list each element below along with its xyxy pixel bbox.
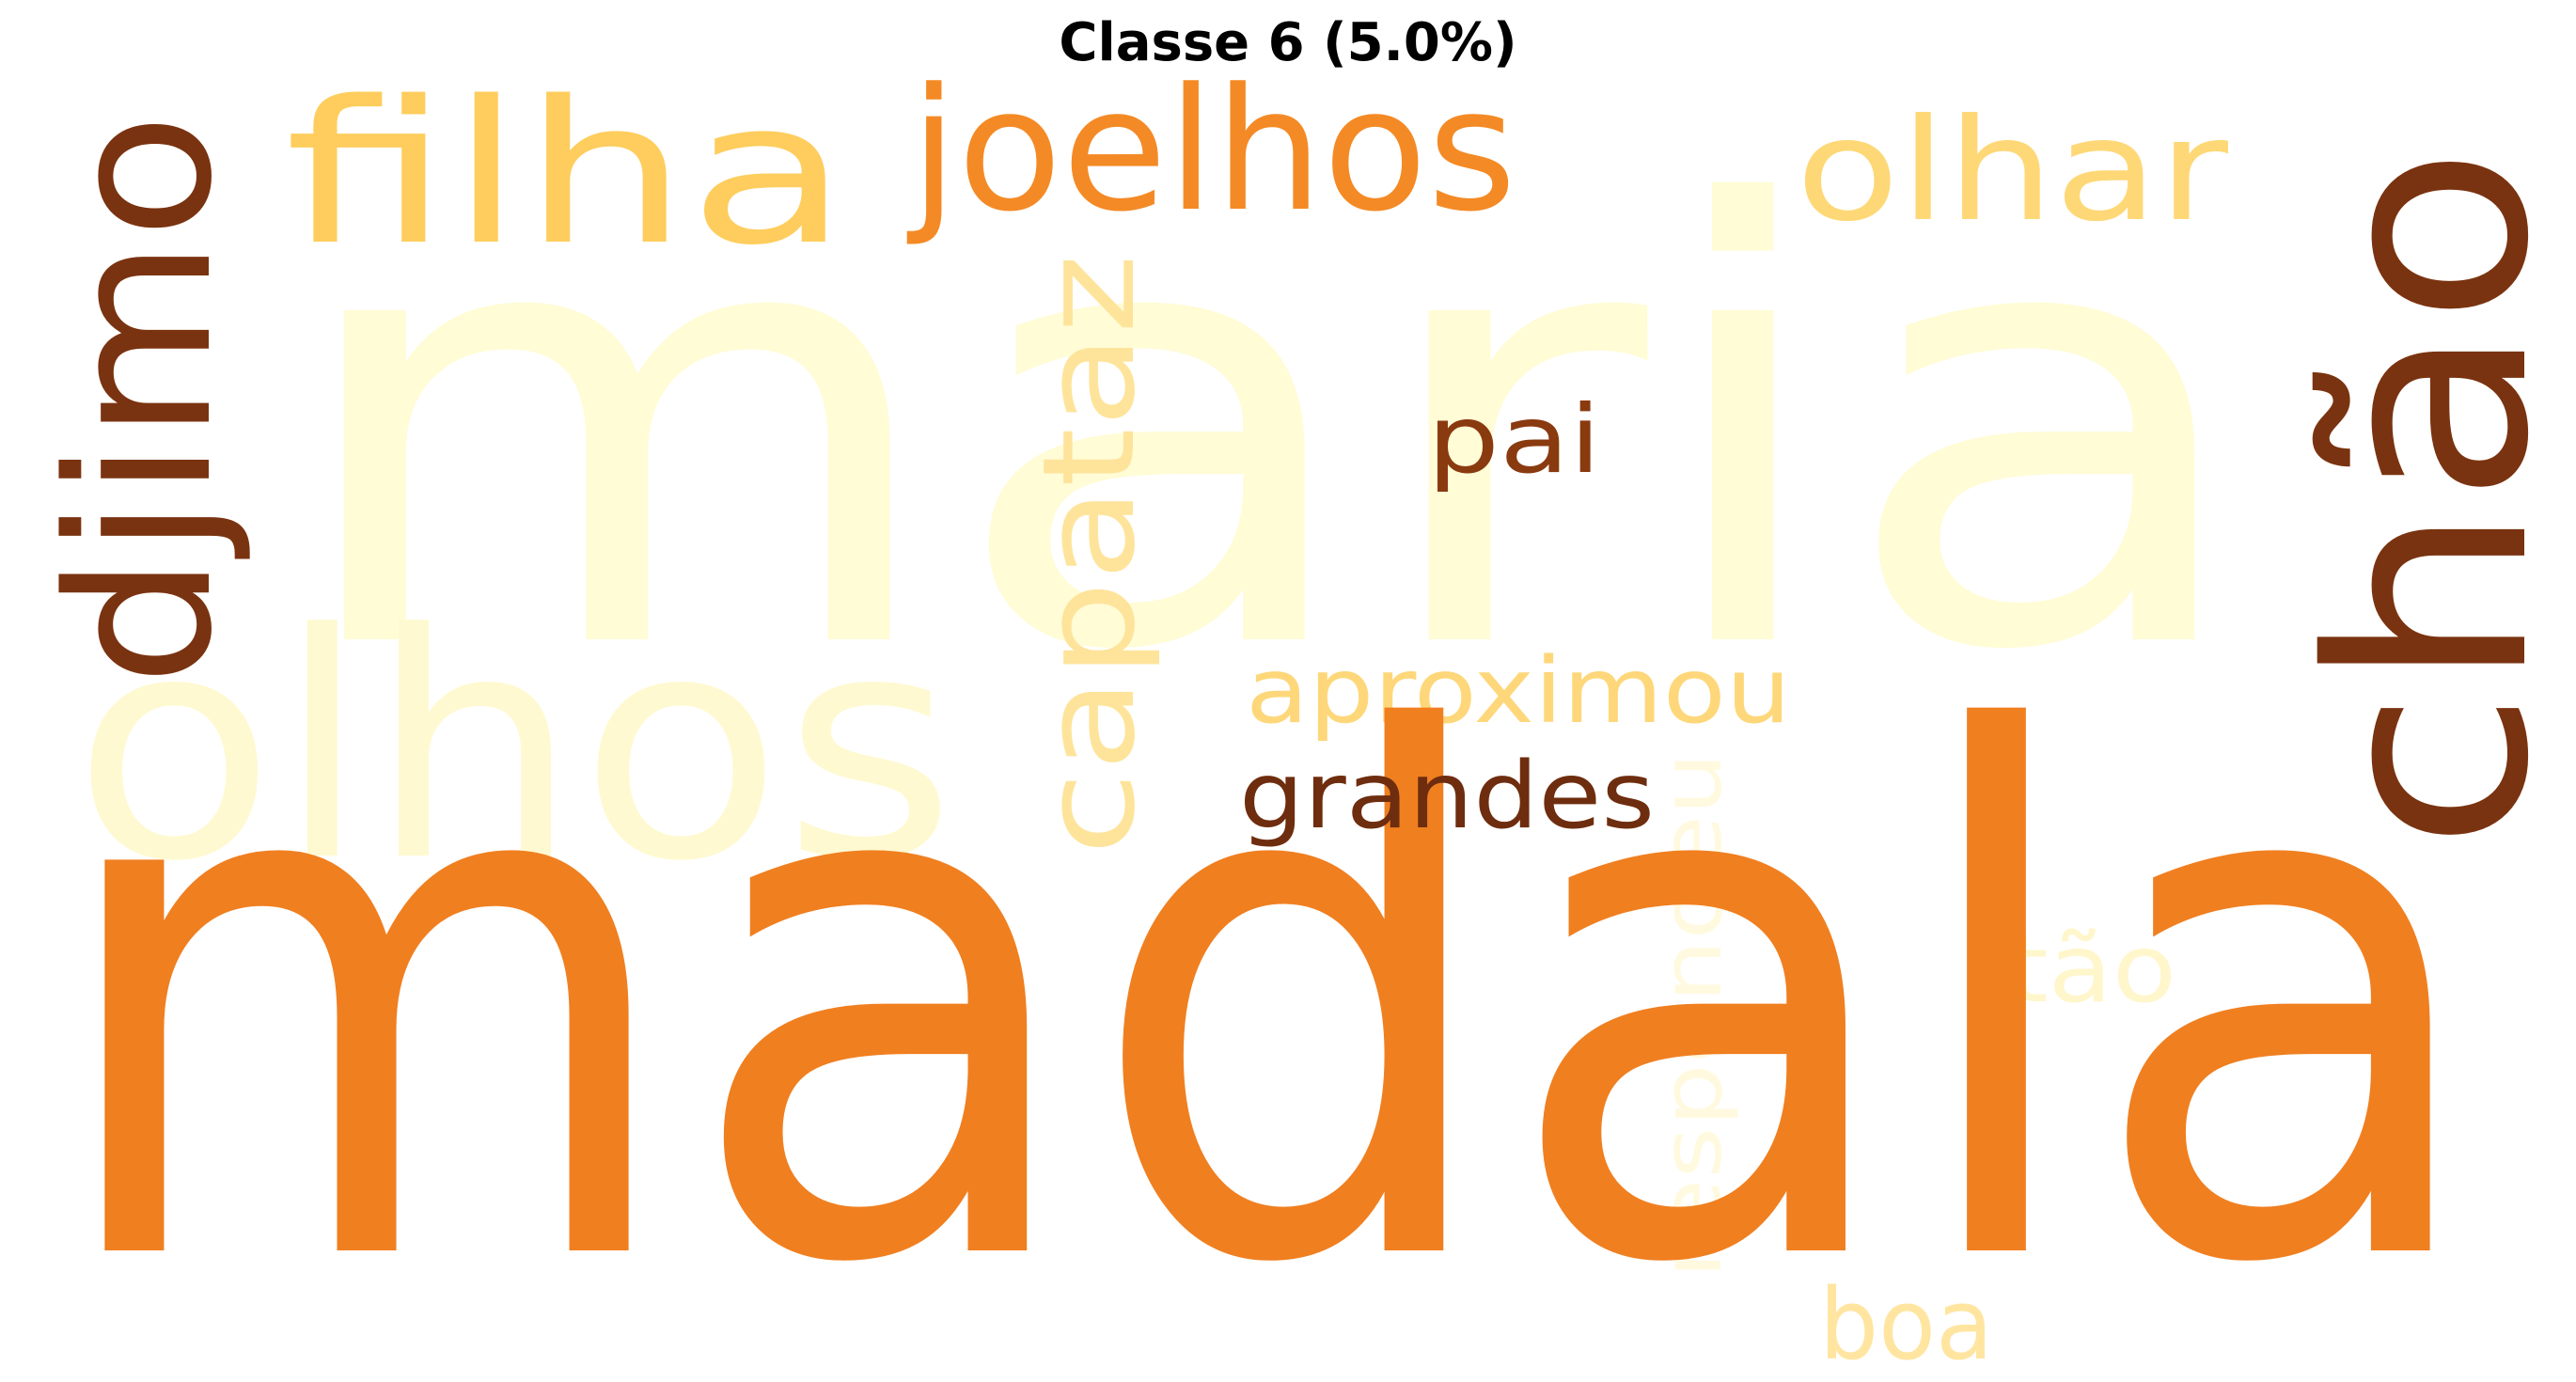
word-djimo: djimo (25, 113, 256, 686)
word-pai: pai (1427, 385, 1601, 495)
word-filha: filha (285, 58, 849, 289)
word-madala: madala (45, 589, 2490, 1382)
word-aproximou: aproximou (1246, 638, 1791, 744)
word-maria: maria (282, 81, 2256, 781)
word-capataz: capataz (1015, 254, 1163, 856)
word-chao: chão (2272, 146, 2576, 851)
word-olhar: olhar (1796, 89, 2228, 253)
word-joelhos: joelhos (906, 53, 1516, 249)
word-olhos: olhos (72, 568, 956, 929)
word-respondeu: respondeu (1643, 752, 1740, 1279)
word-tao: tão (2007, 914, 2176, 1024)
word-boa: boa (1819, 1267, 1993, 1382)
figure-title: Classe 6 (5.0%) (1059, 12, 1517, 73)
word-grandes: grandes (1239, 743, 1655, 850)
